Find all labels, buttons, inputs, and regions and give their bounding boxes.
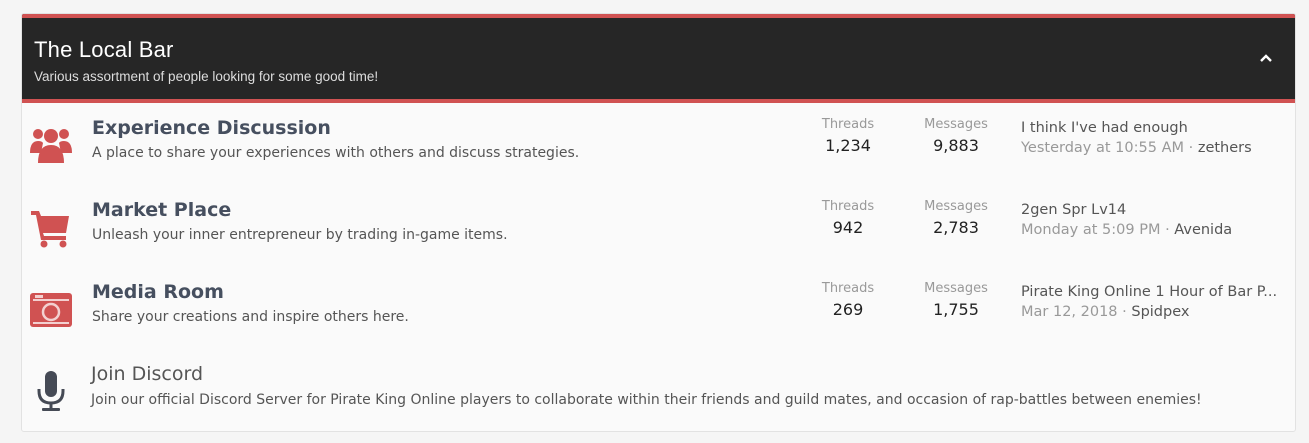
threads-stat: Threads 269	[798, 281, 898, 319]
latest-date[interactable]: Monday at 5:09 PM	[1021, 222, 1161, 238]
forum-title[interactable]: Experience Discussion	[92, 117, 331, 139]
threads-label: Threads	[821, 117, 875, 132]
category-header: The Local Bar Various assortment of peop…	[22, 14, 1295, 103]
forum-title[interactable]: Media Room	[92, 281, 224, 303]
latest-post: 2gen Spr Lv14 Monday at 5:09 PM · Avenida	[1021, 202, 1281, 238]
messages-count: 2,783	[933, 218, 979, 237]
forum-title[interactable]: Market Place	[92, 199, 232, 221]
link-row: Join Discord Join our official Discord S…	[22, 353, 1295, 431]
messages-stat: Messages 9,883	[906, 117, 1006, 155]
latest-title[interactable]: Pirate King Online 1 Hour of Bar P...	[1021, 284, 1278, 300]
threads-count: 269	[832, 300, 864, 319]
forum-row: Media Room Share your creations and insp…	[22, 271, 1295, 353]
threads-label: Threads	[821, 199, 875, 214]
latest-user[interactable]: Spidpex	[1131, 304, 1190, 320]
latest-title[interactable]: 2gen Spr Lv14	[1021, 202, 1127, 218]
link-description: Join our official Discord Server for Pir…	[91, 392, 1202, 408]
threads-label: Threads	[821, 281, 875, 296]
forum-description: Share your creations and inspire others …	[92, 309, 409, 325]
messages-stat: Messages 2,783	[906, 199, 1006, 237]
threads-count: 1,234	[825, 136, 871, 155]
messages-label: Messages	[924, 199, 988, 214]
forum-category: The Local Bar Various assortment of peop…	[21, 13, 1296, 432]
threads-stat: Threads 1,234	[798, 117, 898, 155]
category-subtitle: Various assortment of people looking for…	[34, 69, 379, 84]
latest-date[interactable]: Mar 12, 2018	[1021, 304, 1118, 320]
messages-stat: Messages 1,755	[906, 281, 1006, 319]
forum-row: Experience Discussion A place to share y…	[22, 107, 1295, 189]
forum-row: Market Place Unleash your inner entrepre…	[22, 189, 1295, 271]
messages-label: Messages	[924, 281, 988, 296]
messages-count: 9,883	[933, 136, 979, 155]
latest-user[interactable]: zethers	[1197, 140, 1252, 156]
latest-post: I think I've had enough Yesterday at 10:5…	[1021, 120, 1281, 156]
threads-count: 942	[832, 218, 864, 237]
microphone-icon	[28, 369, 74, 415]
category-title[interactable]: The Local Bar	[34, 37, 174, 62]
camera-icon	[28, 287, 74, 333]
forum-description: Unleash your inner entrepreneur by tradi…	[92, 227, 508, 243]
users-icon	[28, 123, 74, 169]
latest-title[interactable]: I think I've had enough	[1021, 120, 1188, 136]
chevron-up-icon[interactable]	[1259, 48, 1273, 67]
messages-count: 1,755	[933, 300, 979, 319]
latest-user[interactable]: Avenida	[1174, 222, 1233, 238]
forum-description: A place to share your experiences with o…	[92, 145, 580, 161]
messages-label: Messages	[924, 117, 988, 132]
latest-date[interactable]: Yesterday at 10:55 AM	[1021, 140, 1185, 156]
link-title[interactable]: Join Discord	[91, 363, 204, 385]
latest-post: Pirate King Online 1 Hour of Bar P... Mar…	[1021, 284, 1281, 320]
shopping-cart-icon	[28, 205, 74, 251]
threads-stat: Threads 942	[798, 199, 898, 237]
